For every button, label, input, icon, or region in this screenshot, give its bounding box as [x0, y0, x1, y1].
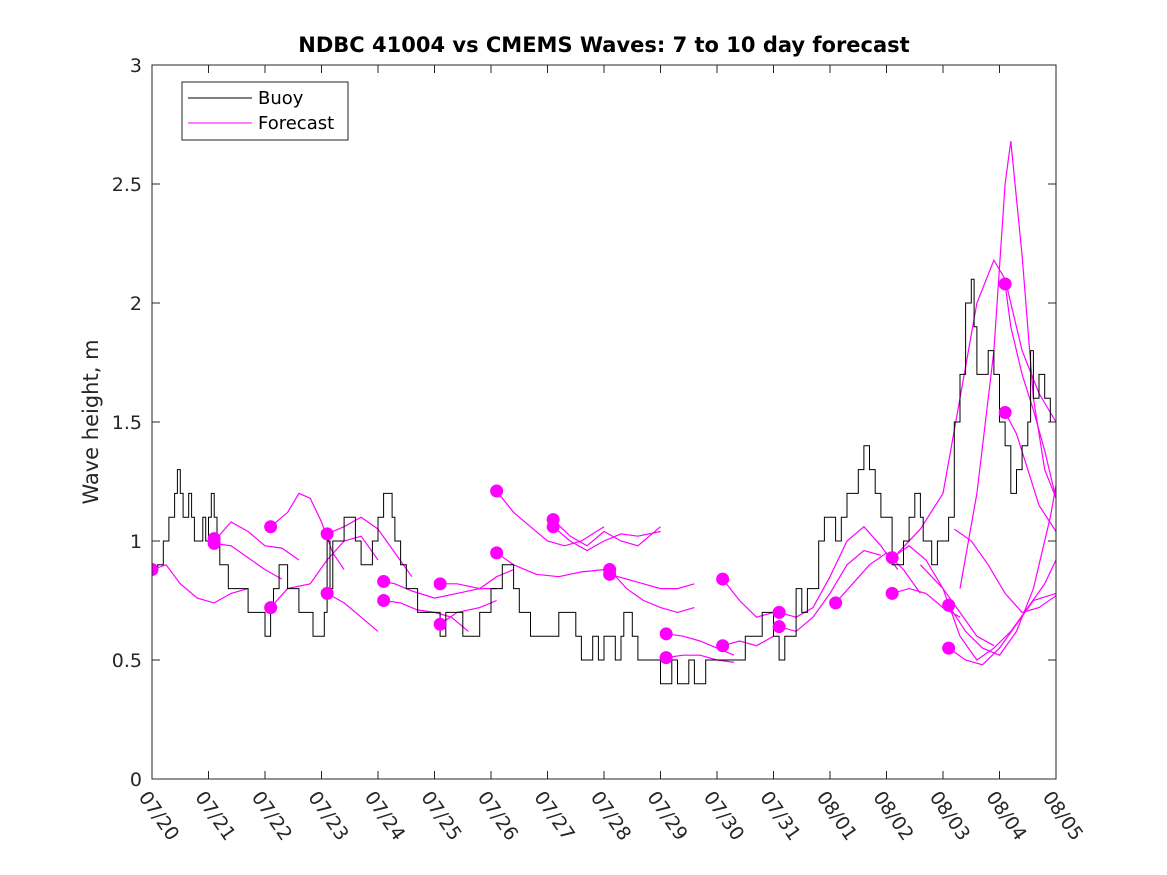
- forecast-line: [496, 490, 605, 547]
- forecast-line: [439, 599, 497, 625]
- forecast-start-marker: [377, 574, 391, 588]
- y-axis-label: Wave height, m: [79, 339, 103, 504]
- forecast-start-marker: [659, 651, 673, 665]
- y-tick-label: 0: [130, 769, 142, 791]
- legend-forecast-label: Forecast: [258, 113, 334, 134]
- forecast-line: [326, 592, 379, 632]
- forecast-start-marker: [885, 586, 899, 600]
- forecast-line: [959, 141, 1056, 589]
- forecast-line: [835, 552, 921, 604]
- forecast-line: [609, 573, 695, 590]
- forecast-start-marker: [829, 596, 843, 610]
- forecast-start-marker: [772, 620, 786, 634]
- forecast-line: [326, 516, 413, 578]
- legend-box: [181, 81, 349, 141]
- forecast-start-marker: [603, 567, 617, 581]
- forecast-start-marker: [546, 520, 560, 534]
- forecast-line: [213, 521, 300, 561]
- forecast-line: [383, 599, 469, 632]
- chart-title: NDBC 41004 vs CMEMS Waves: 7 to 10 day f…: [298, 33, 909, 57]
- forecast-line: [722, 578, 774, 618]
- y-tick-label: 0.5: [112, 650, 142, 672]
- forecast-line: [552, 519, 661, 547]
- forecast-start-marker: [207, 536, 221, 550]
- forecast-line: [152, 564, 249, 604]
- forecast-start-marker: [716, 639, 730, 653]
- forecast-start-marker: [320, 527, 334, 541]
- forecast-start-marker: [998, 405, 1012, 419]
- y-tick-label: 2.5: [112, 174, 142, 196]
- forecast-line: [722, 635, 774, 647]
- forecast-start-marker: [433, 617, 447, 631]
- forecast-line: [609, 569, 695, 614]
- forecast-line: [214, 542, 283, 580]
- forecast-start-marker: [320, 586, 334, 600]
- forecast-start-marker: [152, 563, 159, 577]
- legend-buoy-label: Buoy: [258, 88, 304, 109]
- forecast-start-marker: [264, 520, 278, 534]
- forecast-line: [666, 654, 735, 663]
- forecast-line: [948, 481, 1056, 656]
- forecast-start-marker: [885, 551, 899, 565]
- forecast-line: [778, 525, 899, 618]
- forecast-start-marker: [659, 627, 673, 641]
- forecast-line: [1004, 283, 1056, 499]
- forecast-start-marker: [942, 641, 956, 655]
- forecast-start-marker: [377, 594, 391, 607]
- forecast-line: [552, 526, 661, 552]
- forecast-start-marker: [998, 277, 1012, 291]
- y-tick-label: 1: [130, 531, 142, 553]
- buoy-line: [152, 278, 1051, 685]
- forecast-start-marker: [264, 601, 278, 615]
- plot-area: [152, 141, 1056, 685]
- forecast-line: [953, 528, 1056, 614]
- forecast-start-marker: [490, 546, 504, 560]
- forecast-line: [1004, 412, 1056, 532]
- y-tick-label: 3: [130, 55, 142, 77]
- y-tick-label: 2: [130, 293, 142, 315]
- forecast-start-marker: [716, 572, 730, 586]
- forecast-start-marker: [942, 598, 956, 612]
- forecast-start-marker: [433, 577, 447, 591]
- legend: Buoy Forecast: [181, 81, 349, 141]
- forecast-start-marker: [490, 484, 504, 498]
- forecast-line: [496, 552, 605, 578]
- y-tick-label: 1.5: [112, 412, 142, 434]
- forecast-start-marker: [772, 605, 786, 619]
